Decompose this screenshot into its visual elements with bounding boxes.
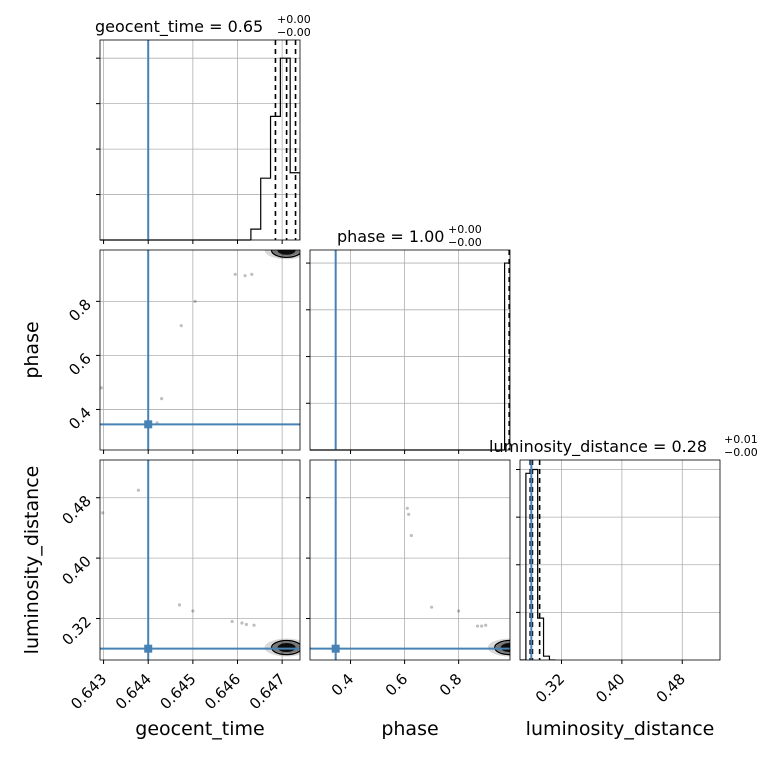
tick-label-luminosity-distance: 0.48: [58, 492, 94, 528]
tick-label-geocent-time: 0.645: [157, 670, 200, 713]
scatter-geocent-time-vs-luminosity-distance: 0.643 0.644 0.645 0.646 0.647 0.32 0.40 0.48: [58, 459, 301, 713]
axes-frame: [99, 39, 301, 241]
tick-label-phase: 0.8: [436, 670, 466, 700]
sample-point: [193, 299, 197, 303]
tick-label-geocent-time: 0.644: [112, 670, 155, 713]
tick-label-luminosity-distance: 0.40: [58, 552, 94, 588]
axes-frame: [309, 249, 511, 451]
sample-point: [160, 397, 164, 401]
sample-point: [430, 605, 434, 609]
sample-point: [405, 506, 409, 510]
density-contour: [270, 639, 300, 656]
sample-point: [230, 619, 234, 624]
sample-point: [484, 623, 488, 627]
density-halo: [487, 638, 510, 657]
sample-point: [407, 512, 411, 516]
title-luminosity-distance-lower: −0.00: [724, 446, 758, 459]
sample-point: [244, 622, 249, 627]
histogram-step: [503, 262, 510, 450]
title-phase-upper: +0.00: [448, 223, 482, 236]
tick-label-geocent-time: 0.647: [246, 670, 289, 713]
histogram-geocent-time: [96, 39, 301, 244]
density-core: [500, 643, 510, 653]
density-core: [277, 643, 296, 653]
tick-label-phase: 0.6: [65, 350, 95, 380]
sample-point: [250, 272, 254, 276]
title-geocent-time: geocent_time = 0.65: [95, 17, 263, 37]
tick-label-luminosity-distance: 0.32: [58, 613, 94, 649]
sample-point: [100, 386, 103, 390]
title-geocent-time-upper: +0.00: [277, 13, 311, 26]
density-core: [277, 250, 296, 255]
tick-label-geocent-time: 0.646: [201, 670, 244, 713]
sample-point: [177, 603, 182, 607]
tick-label-geocent-time: 0.643: [67, 670, 110, 713]
tick-label-luminosity-distance: 0.32: [532, 670, 568, 706]
sample-point: [240, 621, 244, 625]
sample-point: [252, 623, 256, 627]
axes-frame: [309, 459, 511, 661]
histogram-luminosity-distance: 0.32 0.40 0.48: [516, 459, 721, 706]
sample-point: [475, 624, 480, 628]
title-phase: phase = 1.00: [337, 227, 444, 246]
tick-label-luminosity-distance: 0.40: [592, 670, 628, 706]
sample-point: [409, 533, 413, 538]
truth-marker: [144, 420, 153, 429]
ylabel-luminosity-distance: luminosity_distance: [21, 466, 43, 655]
sample-point: [179, 324, 183, 328]
xlabel-luminosity-distance: luminosity_distance: [526, 718, 715, 740]
sample-point: [233, 272, 237, 276]
sample-point: [480, 624, 484, 628]
histogram-step: [520, 468, 556, 660]
axes-frame: [519, 459, 721, 661]
ylabel-phase: phase: [21, 321, 43, 378]
scatter-geocent-time-vs-phase: 0.4 0.6 0.8: [65, 249, 301, 454]
histogram-phase: [306, 249, 511, 454]
xlabel-phase: phase: [381, 718, 438, 740]
title-geocent-time-lower: −0.00: [277, 26, 311, 39]
tick-label-phase: 0.4: [65, 404, 95, 434]
tick-label-phase: 0.6: [382, 670, 412, 700]
sample-point: [243, 274, 247, 278]
axes-frame: [99, 249, 301, 451]
tick-label-luminosity-distance: 0.48: [653, 670, 689, 706]
sample-point: [457, 609, 461, 613]
tick-label-phase: 0.8: [65, 295, 95, 325]
axes-frame: [99, 459, 301, 661]
title-luminosity-distance: luminosity_distance = 0.28: [489, 437, 707, 457]
scatter-phase-vs-luminosity-distance: 0.4 0.6 0.8: [306, 459, 511, 700]
title-phase-lower: −0.00: [448, 236, 482, 249]
truth-marker: [331, 644, 340, 653]
sample-point: [136, 488, 140, 492]
xlabel-geocent-time: geocent_time: [135, 718, 264, 740]
truth-marker: [144, 644, 153, 653]
tick-label-phase: 0.4: [328, 670, 358, 700]
title-luminosity-distance-upper: +0.01: [724, 433, 758, 446]
sample-point: [191, 609, 195, 613]
sample-point: [101, 511, 105, 515]
